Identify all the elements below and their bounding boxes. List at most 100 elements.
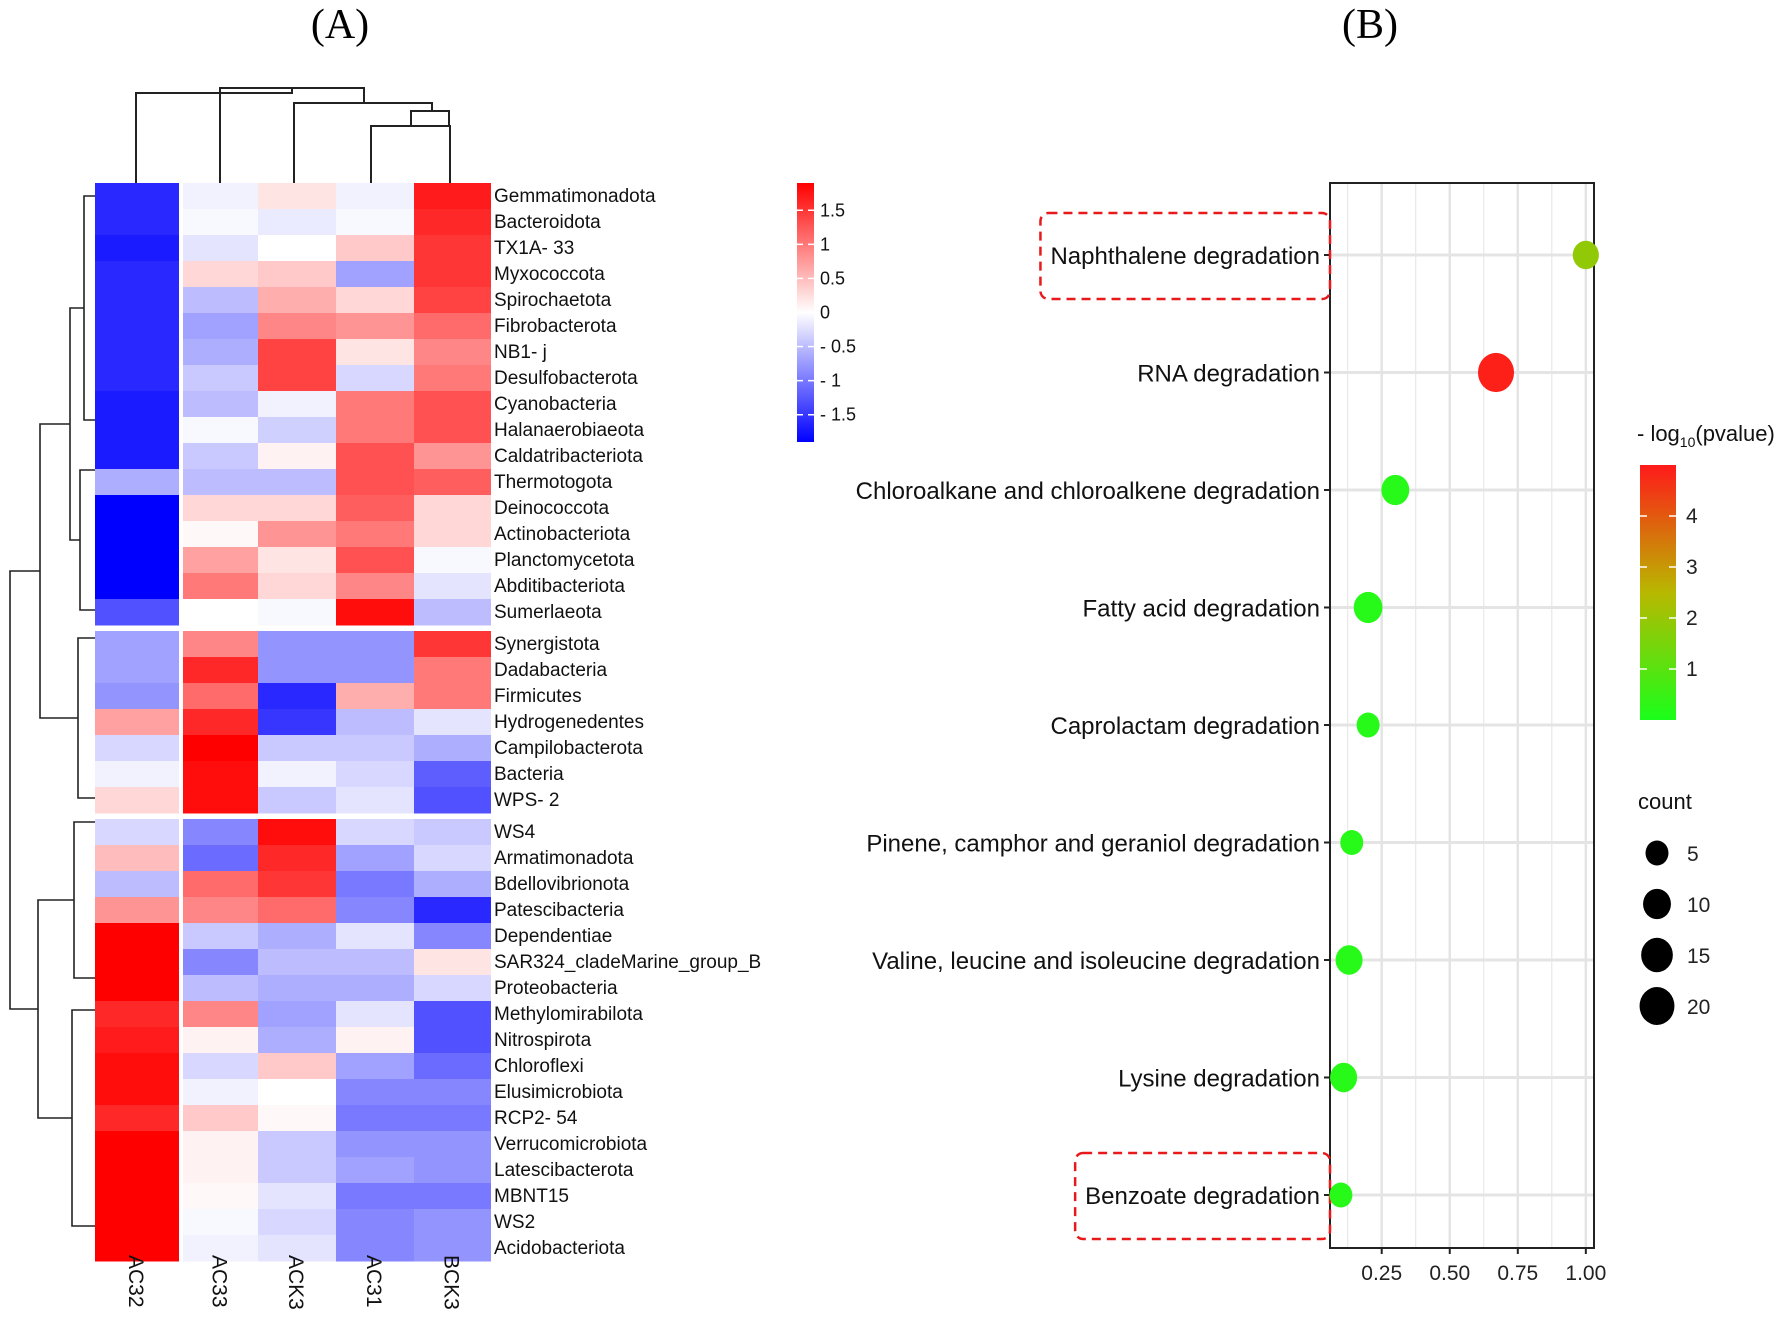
heatmap-cell [95, 709, 179, 736]
heatmap-cell [95, 313, 179, 340]
heatmap-cell [95, 1001, 179, 1028]
pvalue-tick-label: 2 [1686, 607, 1698, 630]
heatmap-cell [183, 1131, 258, 1158]
heatmap-cell [414, 897, 491, 924]
heatmap-color-scale: 1.5 1 0.5 0 - 0.5 - 1 - 1.5 [797, 183, 856, 442]
row-label: Bdellovibrionota [494, 874, 630, 895]
row-label: Fibrobacterota [494, 316, 617, 337]
count-legend-dot [1645, 840, 1669, 866]
heatmap-cell [183, 599, 258, 626]
pathway-label: Chloroalkane and chloroalkene degradatio… [856, 478, 1320, 505]
heatmap-cell [95, 495, 179, 522]
row-label: Nitrospirota [494, 1030, 592, 1051]
panel-b-label: (B) [1342, 2, 1398, 48]
heatmap-cell [414, 631, 491, 658]
heatmap-cell [183, 469, 258, 496]
heatmap-cell [414, 949, 491, 976]
heatmap-cell [183, 209, 258, 236]
heatmap-cell [258, 845, 336, 872]
heatmap-cell [414, 1183, 491, 1210]
heatmap-cell [258, 443, 336, 470]
row-label: Deinococcota [494, 498, 610, 519]
heatmap-cell [336, 709, 414, 736]
bubble [1477, 352, 1515, 393]
heatmap-cell [95, 923, 179, 950]
bubble-panel: (B) Naphthalene degradation RNA degradati… [856, 2, 1775, 1285]
heatmap-cell [414, 923, 491, 950]
row-label: Cyanobacteria [494, 394, 617, 415]
pvalue-tick-label: 3 [1686, 556, 1698, 579]
heatmap-cell [183, 1027, 258, 1054]
heatmap-cell [336, 897, 414, 924]
row-label: Spirochaetota [494, 290, 612, 311]
row-label: Latescibacterota [494, 1160, 634, 1181]
row-label: Caldatribacteriota [494, 446, 643, 467]
heatmap-cell [258, 657, 336, 684]
x-tick-label: 0.50 [1429, 1262, 1470, 1285]
heatmap-cell [336, 599, 414, 626]
heatmap-cell [336, 417, 414, 444]
heatmap-cell [258, 469, 336, 496]
heatmap-cell [414, 469, 491, 496]
heatmap-cell [95, 261, 179, 288]
heatmap-cell [258, 417, 336, 444]
heatmap-cell [95, 975, 179, 1002]
heatmap-cell [336, 683, 414, 710]
heatmap-cell [336, 287, 414, 314]
heatmap-cell [183, 287, 258, 314]
row-label: WPS- 2 [494, 790, 559, 811]
heatmap-cell [414, 287, 491, 314]
heatmap-cell [95, 1027, 179, 1054]
row-label: Abditibacteriota [494, 576, 625, 597]
heatmap-cell [183, 521, 258, 548]
pvalue-gradient-bar [1640, 465, 1676, 720]
bubble [1329, 1182, 1353, 1208]
heatmap-cell [414, 1105, 491, 1132]
heatmap-row-labels: Gemmatimonadota Bacteroidota TX1A- 33 Myxoc… [494, 186, 761, 1259]
heatmap-cell [183, 573, 258, 600]
heatmap-cell [183, 787, 258, 814]
heatmap-cell [183, 1053, 258, 1080]
scale-tick-label: 1.5 [820, 200, 845, 220]
heatmap-cell [183, 735, 258, 762]
heatmap-cell [95, 761, 179, 788]
heatmap-cell [95, 657, 179, 684]
scale-tick-label: 1 [820, 234, 830, 254]
heatmap-cell [336, 1209, 414, 1236]
heatmap-cell [414, 339, 491, 366]
count-legend-label: 15 [1687, 945, 1710, 968]
heatmap-cell [183, 261, 258, 288]
bubble [1381, 474, 1410, 506]
heatmap-cell [414, 975, 491, 1002]
pathway-label: Benzoate degradation [1085, 1183, 1320, 1210]
count-legend-dot [1643, 888, 1671, 920]
bubbles [1329, 240, 1599, 1208]
heatmap-cell [258, 735, 336, 762]
heatmap-cell [414, 313, 491, 340]
heatmap-cell [336, 1053, 414, 1080]
heatmap-cell [258, 1053, 336, 1080]
heatmap-cell [183, 709, 258, 736]
heatmap-cell [183, 417, 258, 444]
heatmap-cell [95, 1209, 179, 1236]
heatmap-cell [183, 1001, 258, 1028]
heatmap-cell [183, 235, 258, 262]
pathway-label: Caprolactam degradation [1051, 713, 1321, 740]
heatmap-cell [414, 761, 491, 788]
heatmap-cell [336, 521, 414, 548]
heatmap-cell [258, 313, 336, 340]
heatmap-cell [95, 1235, 179, 1262]
scale-tick-label: - 1.5 [820, 405, 856, 425]
heatmap-cell [95, 573, 179, 600]
heatmap-cell [95, 631, 179, 658]
heatmap-cell [336, 261, 414, 288]
heatmap-cell [258, 1105, 336, 1132]
x-axis-ticks: 0.25 0.50 0.75 1.00 [1361, 1248, 1606, 1285]
heatmap-cell [95, 417, 179, 444]
heatmap-cell [414, 871, 491, 898]
pvalue-tick-label: 1 [1686, 658, 1698, 681]
heatmap-cell [183, 819, 258, 846]
row-dendrogram [9, 195, 95, 1227]
heatmap-cell [414, 495, 491, 522]
pathway-label: Lysine degradation [1118, 1066, 1320, 1093]
